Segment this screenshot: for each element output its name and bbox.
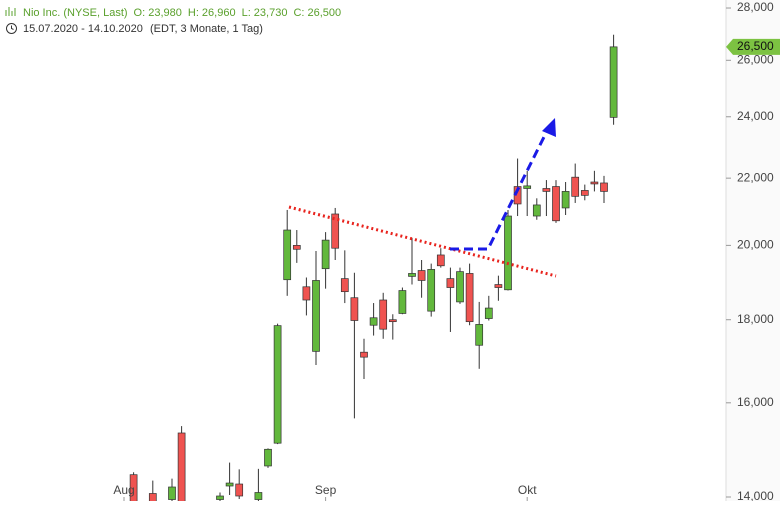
y-tick-label: 20,000: [737, 238, 774, 252]
arrow-head: [542, 118, 556, 137]
clock-icon: [6, 23, 17, 34]
x-tick-label: Aug: [113, 483, 134, 497]
candle-body: [312, 280, 320, 352]
y-tick-label: 22,000: [737, 170, 774, 184]
candle-body: [129, 474, 138, 501]
candle-body: [523, 185, 532, 189]
x-tick-label: Sep: [315, 483, 337, 497]
candle-body: [273, 325, 282, 444]
projection-arrow: [450, 132, 548, 251]
candle-body: [254, 492, 263, 500]
header-icon: [5, 7, 16, 16]
candle-body: [360, 351, 368, 358]
last-price-label: 26,500: [737, 39, 774, 53]
header-title: Nio Inc. (NYSE, Last) O: 23,980 H: 26,960 L…: [23, 7, 341, 19]
candle-body: [456, 271, 464, 303]
candle-body: [350, 297, 359, 321]
candle-body: [436, 254, 445, 267]
candle-body: [600, 182, 608, 192]
candle-body: [475, 324, 484, 346]
candle-body: [513, 186, 522, 205]
candle-body: [552, 186, 560, 222]
candle-body: [177, 432, 186, 501]
candle-body: [235, 483, 244, 497]
plot-area: [129, 34, 618, 501]
ohlc-label: C: 26,500: [293, 7, 341, 19]
candle-body: [225, 482, 234, 487]
candle-body: [398, 290, 407, 314]
candle-body: [561, 191, 570, 209]
candle-body: [408, 273, 416, 277]
candle-body: [580, 190, 589, 196]
clock-hand: [11, 25, 14, 30]
y-tick-label: 16,000: [737, 395, 774, 409]
candle-body: [388, 319, 397, 323]
candle-body: [532, 204, 541, 217]
y-tick-label: 14,000: [737, 489, 774, 501]
candle-body: [292, 245, 301, 250]
candle-body: [283, 229, 292, 281]
candle-body: [465, 273, 474, 323]
ohlc-label: H: 26,960: [188, 7, 236, 19]
candle-body: [446, 278, 455, 288]
last-price-tag: [726, 38, 780, 55]
y-tick-label: 24,000: [737, 109, 774, 123]
candle-body: [379, 299, 388, 330]
candle-body: [484, 307, 493, 319]
candle-body: [264, 448, 272, 467]
axis-panel: [726, 0, 780, 501]
y-tick-label: 26,000: [737, 52, 774, 66]
candle-body: [302, 286, 311, 301]
candle-body: [417, 270, 426, 281]
candle-body: [216, 495, 224, 500]
title: Nio Inc. (NYSE, Last): [23, 7, 128, 19]
candle-body: [590, 181, 599, 185]
y-tick-label: 18,000: [737, 312, 774, 326]
candle-body: [494, 284, 503, 288]
date-range: 15.07.2020 - 14.10.2020: [23, 23, 143, 35]
candle-body: [504, 215, 512, 291]
candle-body: [542, 188, 551, 192]
candle-body: [168, 486, 176, 500]
subtitle: (EDT, 3 Monate, 1 Tag): [150, 23, 263, 35]
candle-body: [331, 213, 340, 249]
candle-body: [369, 317, 378, 326]
candle-body: [571, 176, 580, 197]
ohlc-label: L: 23,730: [242, 7, 288, 19]
candle-body: [427, 269, 436, 312]
candle-body: [609, 46, 618, 118]
candle-body: [321, 239, 330, 270]
trend-line: [288, 205, 557, 278]
candle-body: [340, 278, 349, 293]
ohlc-label: O: 23,980: [134, 7, 182, 19]
candle-body: [148, 493, 157, 501]
x-tick-label: Okt: [518, 483, 537, 497]
y-tick-label: 28,000: [737, 0, 774, 14]
